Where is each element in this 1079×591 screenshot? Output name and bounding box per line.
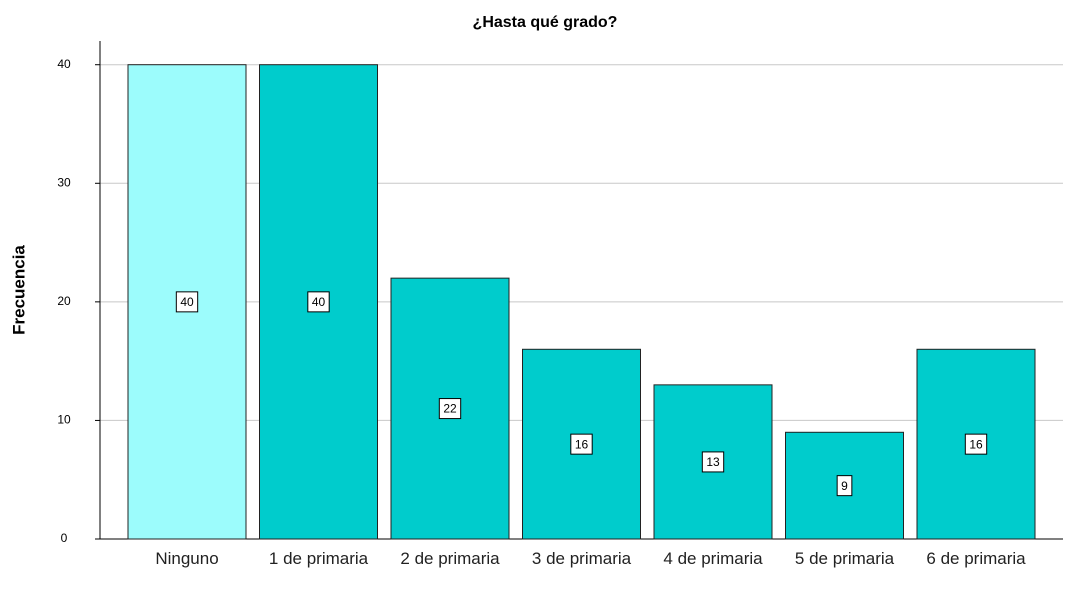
data-label: 16	[575, 437, 589, 451]
data-label-box	[307, 291, 330, 313]
data-label: 16	[969, 437, 983, 451]
x-tick-label: 4 de primaria	[663, 549, 763, 568]
y-tick-label: 30	[57, 175, 71, 189]
y-tick-label: 40	[57, 57, 71, 71]
data-label: 40	[312, 295, 326, 309]
y-tick-label: 20	[57, 294, 71, 308]
data-label: 13	[706, 455, 720, 469]
data-label-box	[964, 433, 988, 455]
x-tick-label: Ninguno	[155, 549, 219, 568]
y-tick-label: 0	[61, 531, 68, 545]
data-label: 9	[841, 479, 848, 493]
x-tick-label: 2 de primaria	[400, 549, 500, 568]
data-label-box	[438, 398, 462, 420]
data-label: 22	[443, 402, 457, 416]
data-label: 40	[180, 295, 194, 309]
x-tick-label: 6 de primaria	[926, 549, 1026, 568]
y-tick-label: 10	[57, 413, 71, 427]
data-label-box	[175, 291, 199, 313]
data-label-box	[836, 475, 853, 497]
x-tick-label: 1 de primaria	[268, 549, 369, 568]
x-tick-label: 5 de primaria	[794, 549, 895, 568]
data-label-box	[701, 451, 725, 473]
x-tick-label: 3 de primaria	[531, 549, 632, 568]
data-label-box	[570, 433, 593, 455]
y-axis-label: Frecuencia	[9, 245, 28, 335]
chart-title: ¿Hasta qué grado?	[473, 14, 618, 31]
